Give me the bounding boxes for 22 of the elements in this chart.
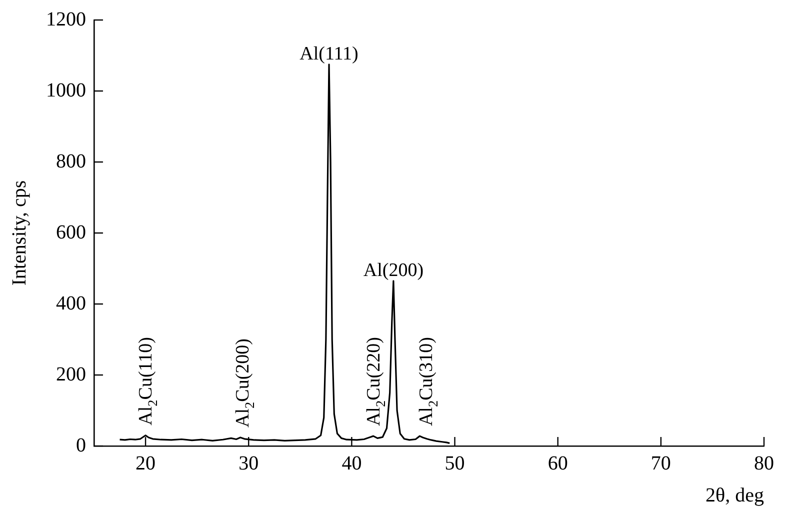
- x-tick-label: 70: [650, 452, 671, 474]
- y-tick-label: 0: [76, 434, 86, 456]
- x-tick-label: 20: [136, 452, 156, 474]
- annotation: Al2Cu(220): [363, 337, 388, 426]
- x-tick-label: 30: [238, 452, 259, 474]
- annotation: Al(111): [300, 43, 358, 64]
- x-tick-label: 60: [548, 452, 568, 474]
- y-tick-label: 800: [56, 150, 86, 172]
- y-axis-title: Intensity, cps: [8, 180, 30, 286]
- y-tick-label: 200: [56, 363, 86, 386]
- y-tick-label: 400: [56, 292, 86, 314]
- y-tick-label: 600: [56, 221, 86, 244]
- x-tick-label: 40: [342, 452, 362, 474]
- annotation: Al2Cu(310): [416, 337, 441, 426]
- y-tick-label: 1000: [46, 79, 86, 102]
- x-axis-title: 2θ, deg: [706, 484, 764, 506]
- x-tick-label: 50: [444, 452, 465, 474]
- annotation: Al(200): [363, 260, 424, 281]
- annotation: Al2Cu(110): [136, 337, 160, 426]
- y-tick-label: 1200: [46, 8, 86, 30]
- x-tick-label: 80: [754, 452, 774, 474]
- annotation: Al2Cu(200): [232, 338, 258, 428]
